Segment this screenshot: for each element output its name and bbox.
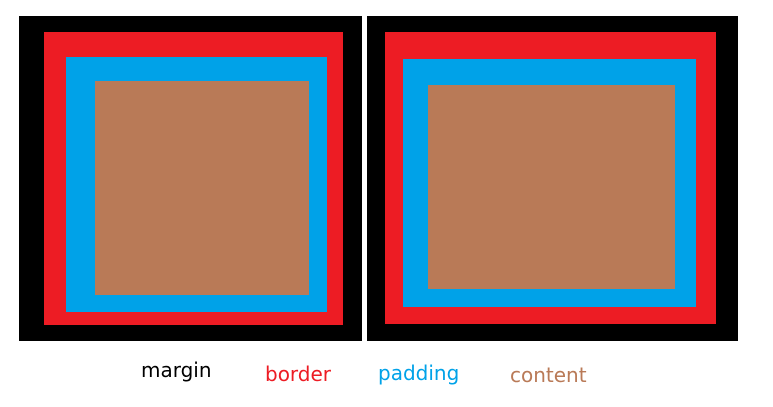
right-content-area bbox=[428, 85, 675, 289]
legend-content-label: content bbox=[510, 363, 587, 387]
legend-margin-label: margin bbox=[141, 358, 212, 382]
left-content-area bbox=[95, 81, 309, 295]
legend-padding-label: padding bbox=[378, 361, 460, 385]
legend-border-label: border bbox=[265, 362, 332, 386]
